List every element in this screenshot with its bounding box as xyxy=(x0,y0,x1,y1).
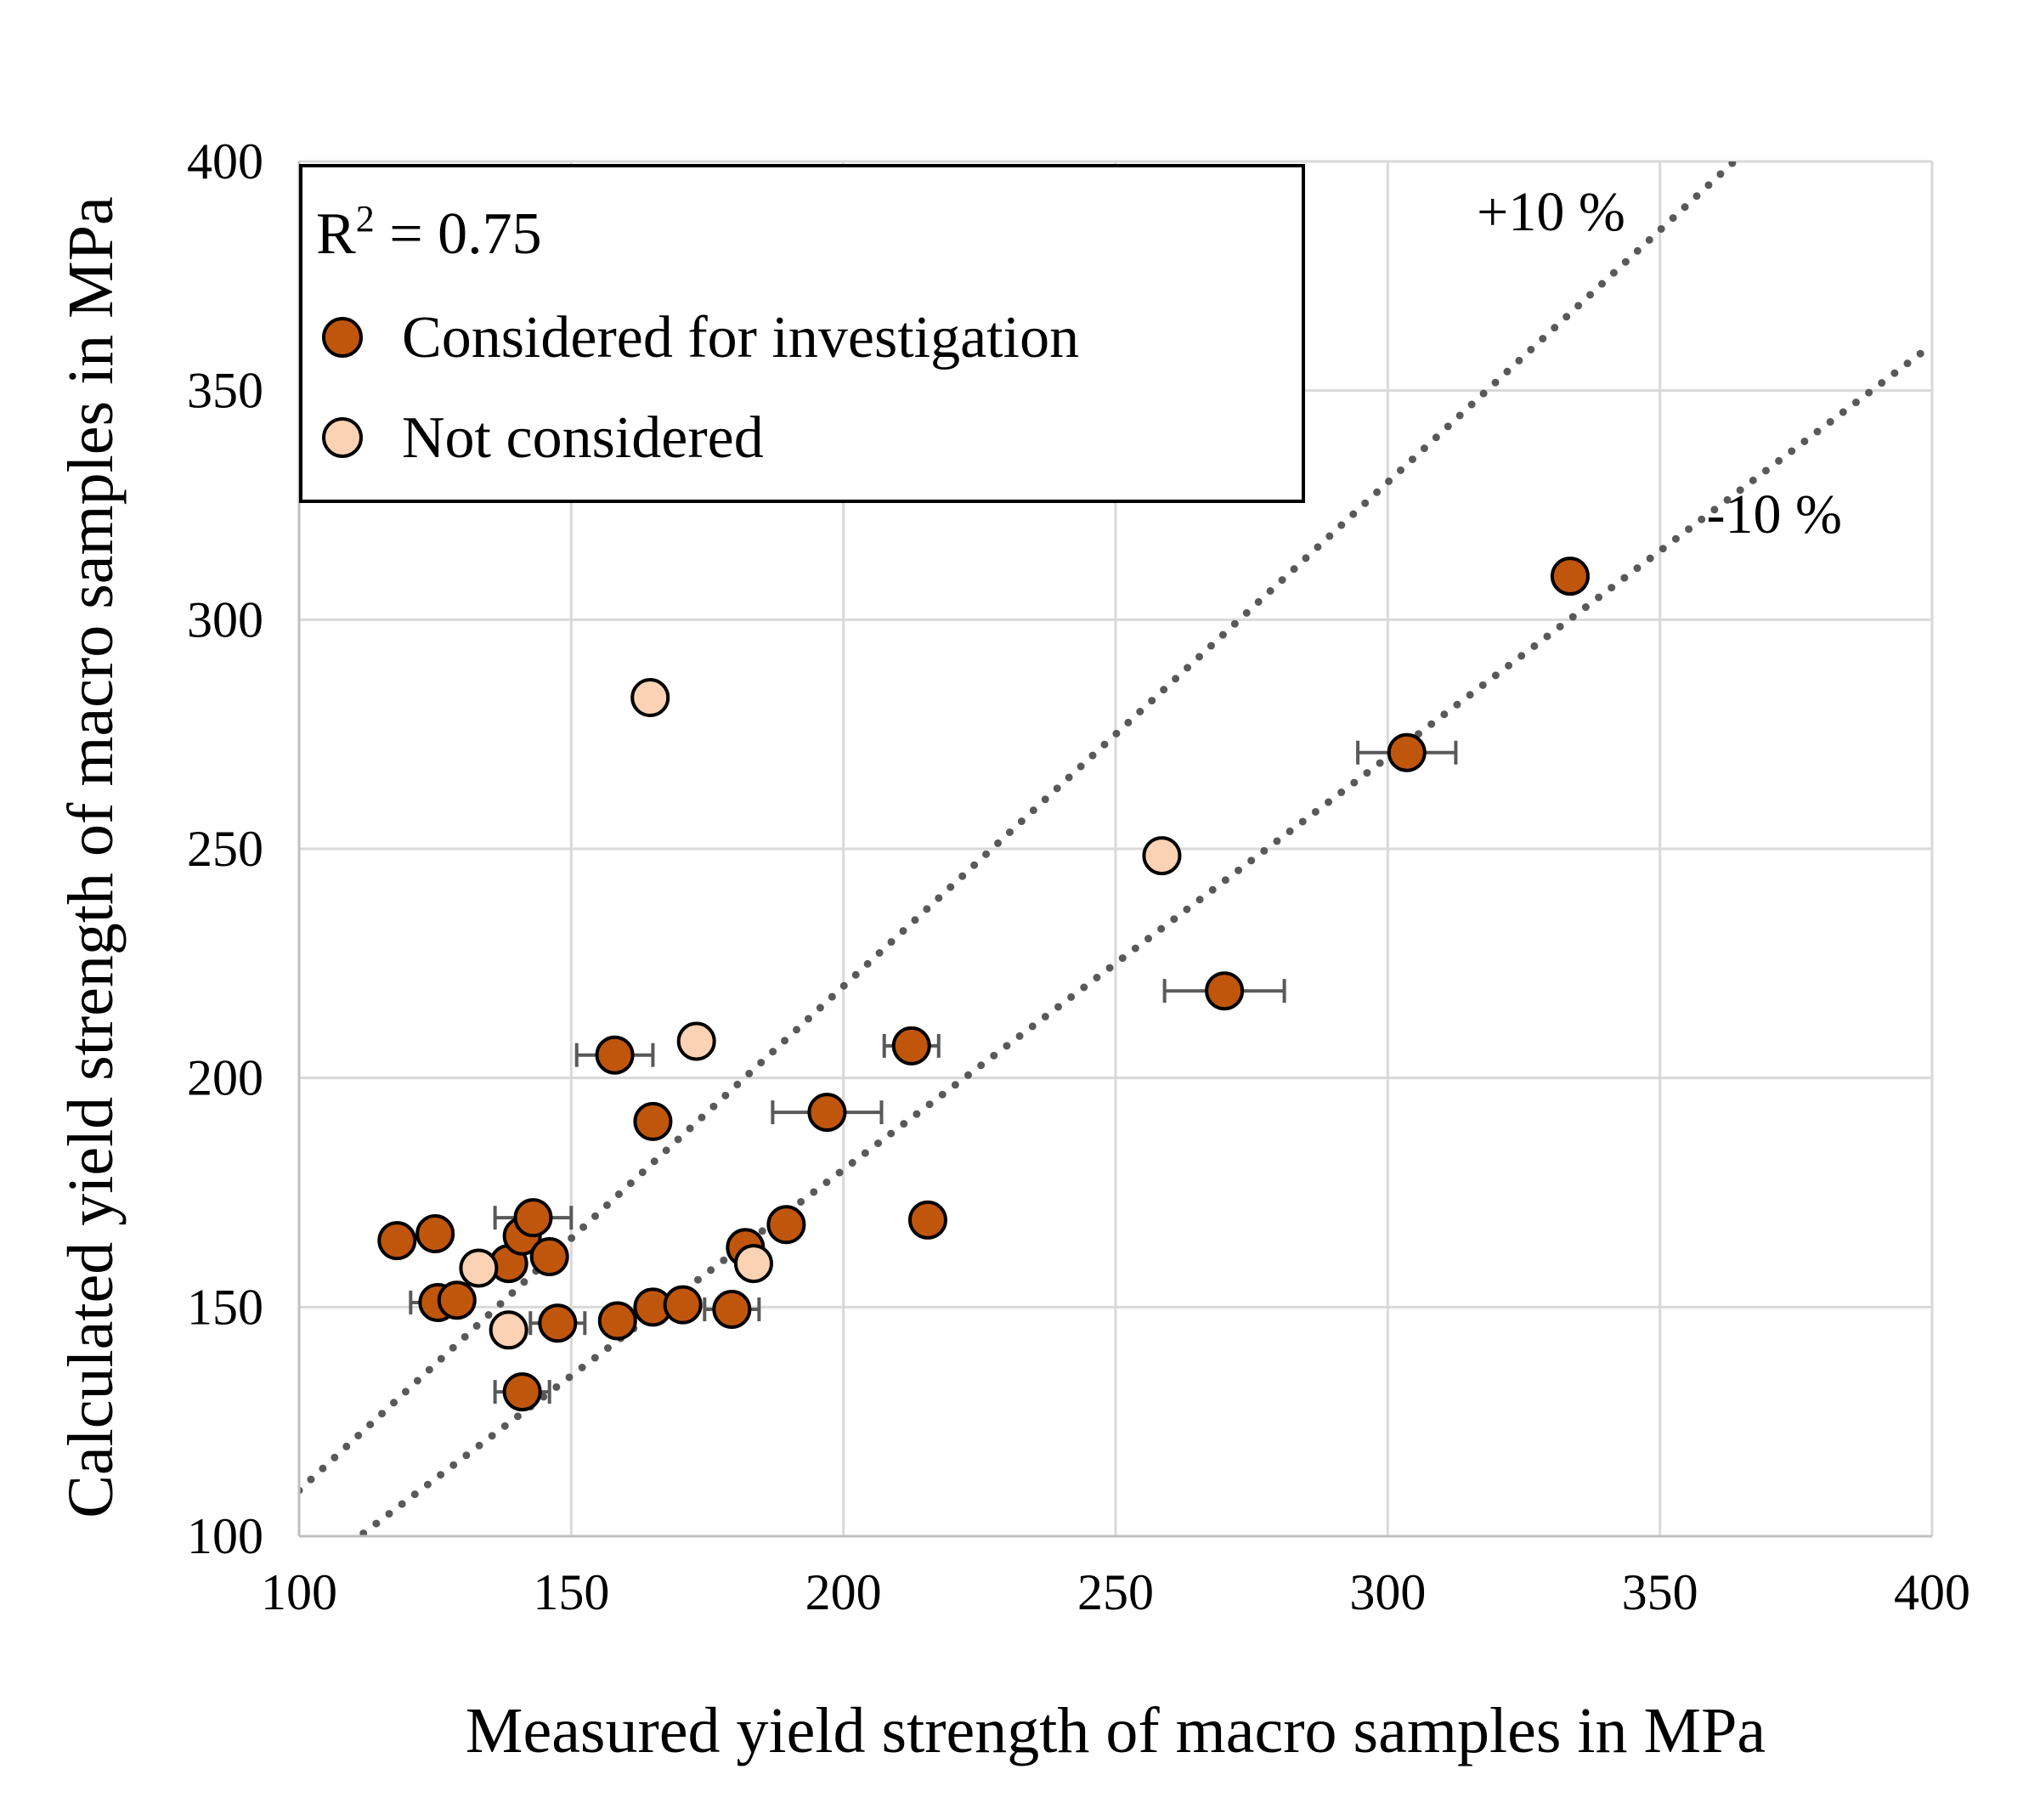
legend-box xyxy=(299,164,1305,503)
point-considered-10 xyxy=(595,1035,635,1075)
point-not-considered-0 xyxy=(459,1248,499,1288)
reference-line-label-0: +10 % xyxy=(1477,181,1625,243)
point-considered-18 xyxy=(807,1093,847,1133)
point-not-considered-5 xyxy=(1142,836,1182,876)
r-squared-label: R2 = 0.75 xyxy=(316,198,542,267)
y-tick-label-2: 200 xyxy=(187,1050,263,1106)
point-considered-23 xyxy=(1550,557,1590,596)
x-tick-label-5: 350 xyxy=(1622,1564,1698,1620)
x-tick-label-4: 300 xyxy=(1349,1564,1426,1620)
point-not-considered-2 xyxy=(630,678,670,718)
point-considered-6 xyxy=(513,1198,553,1238)
reference-lines xyxy=(299,161,1932,1536)
reference-line-0 xyxy=(299,161,1740,1495)
tick-labels: 100 150 200 250 300 350 400 100 150 200 250 300 350 4… xyxy=(187,133,1970,1620)
point-considered-8 xyxy=(502,1372,542,1412)
point-not-considered-1 xyxy=(489,1310,528,1350)
x-tick-label-1: 150 xyxy=(533,1564,609,1620)
x-tick-label-6: 400 xyxy=(1894,1564,1970,1620)
point-considered-19 xyxy=(891,1026,931,1065)
legend-label-not-considered: Not considered xyxy=(402,405,764,471)
point-considered-3 xyxy=(437,1280,477,1320)
legend-marker-considered xyxy=(322,317,363,358)
point-not-considered-3 xyxy=(676,1021,716,1061)
y-tick-label-0: 100 xyxy=(187,1508,263,1564)
point-considered-21 xyxy=(1205,971,1245,1011)
point-considered-11 xyxy=(597,1301,637,1341)
data-points xyxy=(377,557,1590,1412)
y-axis-title: Calculated yield strength of macro sampl… xyxy=(55,196,127,1518)
x-tick-label-2: 200 xyxy=(805,1564,882,1620)
reference-line-labels: +10 % -10 % xyxy=(1477,181,1842,545)
point-considered-15 xyxy=(712,1290,752,1330)
point-considered-12 xyxy=(633,1101,673,1141)
reference-line-1 xyxy=(353,341,1932,1536)
reference-line-label-1: -10 % xyxy=(1706,483,1841,545)
point-considered-1 xyxy=(415,1214,455,1254)
point-considered-9 xyxy=(538,1303,578,1343)
point-not-considered-4 xyxy=(733,1244,773,1284)
error-bars xyxy=(409,740,1458,1405)
point-considered-17 xyxy=(766,1205,806,1245)
x-axis-title: Measured yield strength of macro samples… xyxy=(466,1695,1766,1766)
y-tick-label-4: 300 xyxy=(187,591,263,647)
y-tick-label-5: 350 xyxy=(187,363,263,419)
point-considered-14 xyxy=(663,1285,703,1325)
x-tick-label-0: 100 xyxy=(261,1564,337,1620)
y-tick-label-3: 250 xyxy=(187,821,263,877)
point-considered-0 xyxy=(377,1221,417,1261)
point-considered-7 xyxy=(529,1237,569,1277)
y-tick-label-6: 400 xyxy=(187,133,263,189)
point-considered-22 xyxy=(1387,732,1427,772)
y-tick-label-1: 150 xyxy=(187,1279,263,1335)
legend: R2 = 0.75 Considered for investigation N… xyxy=(299,164,1305,503)
point-considered-20 xyxy=(907,1200,947,1240)
legend-marker-not-considered xyxy=(322,417,363,458)
x-tick-label-3: 250 xyxy=(1077,1564,1154,1620)
legend-label-considered: Considered for investigation xyxy=(402,305,1079,370)
